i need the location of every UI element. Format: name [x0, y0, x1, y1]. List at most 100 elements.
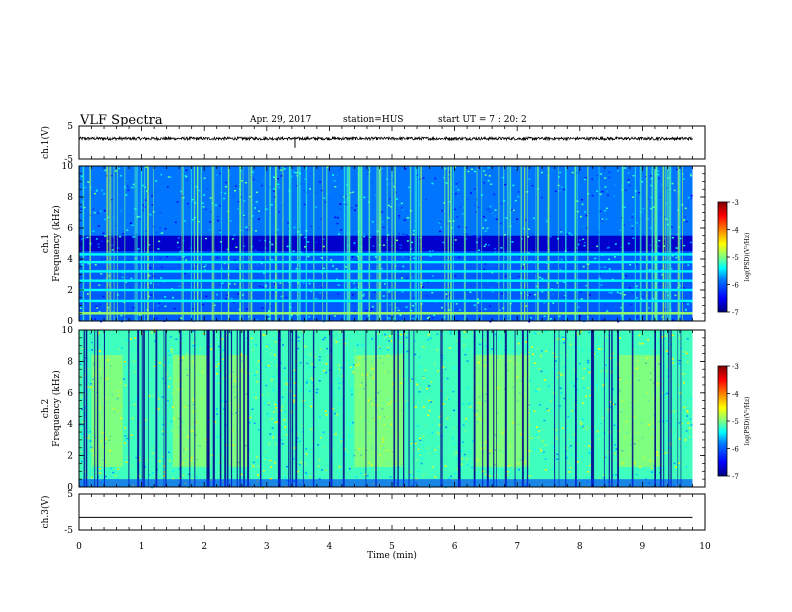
ch1-speckle [336, 293, 339, 295]
ch1-speckle [161, 232, 164, 234]
ch1-speckle [313, 191, 316, 194]
ch2-speckle [240, 370, 243, 373]
ch2-speckle [387, 371, 390, 373]
ch1-speckle [604, 225, 607, 227]
ch2-speckle [645, 362, 647, 364]
ch2-speckle [612, 397, 615, 400]
ch2-speckle [218, 345, 220, 348]
ch2-speckle [130, 434, 133, 436]
ch2-speckle [632, 348, 635, 350]
ch2-dark-line [103, 330, 105, 487]
ch1-speckle [117, 247, 120, 249]
x-tick-label: 4 [327, 542, 333, 552]
ch2-speckle [192, 403, 195, 406]
ch1-speckle [209, 194, 212, 197]
ch1-speckle [635, 285, 638, 287]
ch1-speckle [482, 227, 485, 229]
ch2-speckle [442, 403, 445, 405]
ch1-sferic-line [147, 166, 149, 321]
ch2-speckle [554, 360, 557, 362]
ch1-speckle [309, 290, 312, 293]
ch2-speckle [310, 405, 313, 408]
ch1-speckle [326, 181, 329, 184]
ch2-speckle [255, 344, 258, 346]
ch1-speckle [684, 216, 687, 218]
ch2-speckle [584, 450, 586, 453]
ch2-speckle [652, 397, 655, 400]
ch1-speckle [87, 181, 90, 183]
ch2-speckle [204, 334, 207, 336]
ch2-speckle [387, 449, 390, 451]
ch1-speckle [663, 237, 666, 240]
ch1-speckle [92, 208, 95, 210]
ch2-speckle [484, 385, 487, 387]
ch2-speckle [576, 402, 579, 404]
ch2-speckle [333, 412, 336, 415]
ch1-speckle [176, 241, 179, 244]
ch1-sferic-line [587, 166, 589, 321]
ch1-speckle [511, 241, 514, 243]
ch1-sferic-line [136, 166, 138, 321]
ch1-sferic-line [450, 166, 451, 321]
ch2-speckle [519, 459, 522, 461]
ch1-speckle [448, 309, 451, 311]
ch1-speckle [234, 167, 237, 169]
ch1-speckle [448, 201, 451, 203]
ch2-speckle [558, 393, 561, 395]
ch1-speckle [550, 295, 553, 297]
ch2-dark-line [554, 330, 556, 487]
ch1-speckle [608, 292, 610, 294]
ch2-speckle [209, 357, 212, 359]
ch1-speckle [265, 208, 268, 210]
ch1-speckle [485, 208, 488, 211]
ch2-speckle [91, 378, 94, 380]
ch2-speckle [190, 429, 193, 432]
ch2-speckle [685, 466, 688, 468]
ch1-speckle [636, 297, 638, 299]
ch2-speckle [550, 408, 552, 410]
ch2-speckle [100, 377, 103, 379]
ch2-speckle [325, 414, 328, 416]
ch1-speckle [685, 220, 688, 223]
ch2-speckle [255, 363, 258, 365]
ch1-speckle [111, 217, 114, 219]
ch2-speckle [544, 417, 547, 420]
ch1-speckle [240, 191, 243, 194]
ch1-speckle [380, 211, 383, 213]
ch2-speckle [579, 420, 582, 423]
ch1-speckle [533, 268, 536, 271]
ch2-speckle [658, 375, 661, 378]
ch1-sferic-line [645, 166, 648, 321]
ch1-speckle [489, 205, 492, 208]
ch1-speckle [248, 228, 251, 231]
ch2-speckle [478, 383, 481, 385]
ch2-speckle [555, 429, 558, 431]
ch1-speckle [545, 218, 548, 221]
ch2-speckle [331, 392, 334, 395]
ch2-speckle [311, 382, 314, 384]
ch1-speckle [604, 186, 607, 188]
ch1-speckle [309, 173, 312, 175]
ch1-speckle [99, 303, 101, 306]
ch2-speckle [530, 437, 533, 439]
ch2-speckle [577, 398, 580, 400]
ch2-speckle [261, 394, 263, 396]
ch2-speckle [97, 331, 100, 334]
ch1-speckle [500, 203, 503, 205]
ch1-speckle [339, 203, 342, 205]
ch2-speckle [204, 353, 207, 355]
ch2-speckle [512, 468, 515, 471]
ch2-speckle [686, 338, 689, 340]
ch1-speckle [665, 166, 668, 169]
colorbar-label: log(PSD)(V²/Hz) [744, 233, 751, 282]
ch2-speckle [532, 331, 535, 333]
ch2-speckle [520, 433, 523, 435]
ch2-speckle [476, 459, 479, 461]
ch1-speckle [515, 167, 518, 169]
ch1-speckle [527, 236, 530, 238]
ch1-speckle [491, 271, 494, 274]
ch1-speckle [563, 296, 566, 298]
ch1-speckle [401, 277, 404, 279]
ch2-speckle [321, 469, 323, 471]
ch2-speckle [381, 407, 384, 409]
